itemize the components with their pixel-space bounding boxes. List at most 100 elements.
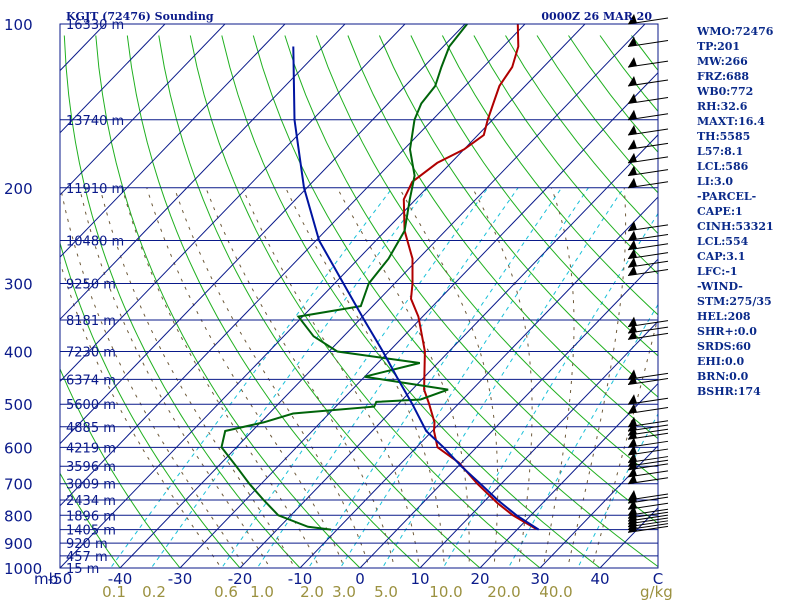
moist-adiabat [173,187,370,568]
index-line: STM:275/35 [697,295,772,308]
height-label: 920 m [66,537,108,552]
height-label: 2434 m [66,494,116,509]
height-label: 15 m [66,562,99,577]
plot-frame [59,23,659,569]
sounding-curves [220,24,540,531]
index-line: HEL:208 [697,310,751,323]
isotherm [60,24,226,196]
wind-barb [627,394,669,405]
isotherm [119,24,646,568]
mixing-ratio-tick-label: 20.0 [487,583,520,600]
wind-barb [627,165,669,177]
dry-adiabat [473,35,658,275]
mixing-ratio-line [256,187,519,568]
height-label: 11910 m [66,182,124,197]
wind-barb [627,93,669,104]
wind-barb [627,36,669,48]
mixing-ratio-tick-label: 0.1 [102,583,126,600]
mixing-ratio-tick-label: 1.0 [250,583,274,600]
pressure-tick-label: 200 [4,180,33,198]
moist-adiabat [567,187,627,568]
mixing-ratio-tick-label: 40.0 [539,583,572,600]
pressure-tick-label: 300 [4,276,33,294]
background-grid [60,24,658,568]
height-label: 8181 m [66,314,116,329]
isotherm [539,445,658,568]
dry-adiabat [284,35,658,524]
wind-barb [627,445,669,456]
height-label: 7230 m [66,346,116,361]
dry-adiabat [441,35,658,316]
wind-barb [627,220,669,232]
dewpoint-line [220,24,469,531]
pressure-tick-label: 700 [4,476,33,494]
isotherm [359,258,658,568]
pressure-tick-label: 900 [4,535,33,553]
height-label: 13740 m [66,114,124,129]
moist-adiabat [60,187,247,568]
height-label: 3009 m [66,478,116,493]
isotherm [60,24,346,321]
height-label: 16330 m [66,18,124,33]
index-line: LI:3.0 [697,175,734,188]
mixing-ratio-tick-label: 10.0 [429,583,462,600]
index-line: RH:32.6 [697,100,748,113]
height-label: 10480 m [66,234,124,249]
index-line: TH:5585 [697,130,751,143]
dry-adiabat [60,367,181,568]
dry-adiabat [189,35,541,568]
mixing-ratio-tick-label: 0.2 [142,583,166,600]
index-line: CAP:3.1 [697,250,746,263]
mixing-ratio-line [150,187,428,568]
pressure-tick-label: 400 [4,344,33,362]
wind-barb [627,257,669,268]
height-label: 4219 m [66,441,116,456]
temperature-tick-label: 20 [470,570,489,588]
mixing-ratio-tick-label: 0.6 [214,583,238,600]
wind-barb [627,522,669,533]
index-line: TP:201 [697,40,741,53]
wind-barbs [627,14,669,533]
index-line: SHR+:0.0 [697,325,757,338]
isotherm [60,24,466,445]
isotherm [60,24,406,383]
temperature-tick-label: 10 [410,570,429,588]
temperature-tick-label: -50 [48,570,73,588]
isotherm [179,71,658,568]
temperature-tick-label: 0 [355,570,365,588]
pressure-tick-label: 600 [4,439,33,457]
index-line: CINH:53321 [697,220,774,233]
wind-barb [627,459,669,471]
index-line: MAXT:16.4 [697,115,765,128]
isotherm [299,196,658,568]
moist-adiabat [60,260,222,568]
wind-barb [627,75,669,87]
dry-adiabat [378,35,658,398]
parcel-line [292,46,540,531]
station-title: KGJT (72476) Sounding [66,10,214,23]
time-label: 0000Z 26 MAR 20 [541,10,652,23]
wind-barb [627,403,669,415]
isotherm [419,320,658,568]
mixing-ratio-line [221,187,489,568]
isotherm [239,134,658,568]
moist-adiabat [79,187,271,568]
wind-barb [627,177,669,189]
wind-barb [627,374,669,386]
mixing-ratio-unit-label: g/kg [640,583,673,600]
isotherm [60,24,286,258]
moist-adiabat [121,187,321,568]
moist-adiabat [591,314,658,568]
index-line: -WIND- [697,280,743,293]
mixing-ratio-line [381,187,625,568]
wind-barb [627,239,669,251]
temperature-tick-label: -10 [288,570,313,588]
height-label: 1896 m [66,509,116,524]
index-line: -PARCEL- [697,190,757,203]
temperature-tick-label: -20 [228,570,253,588]
index-line: CAPE:1 [697,205,743,218]
isotherm [60,24,586,568]
mixing-ratio-line [507,303,658,568]
moist-adiabat [99,187,296,568]
